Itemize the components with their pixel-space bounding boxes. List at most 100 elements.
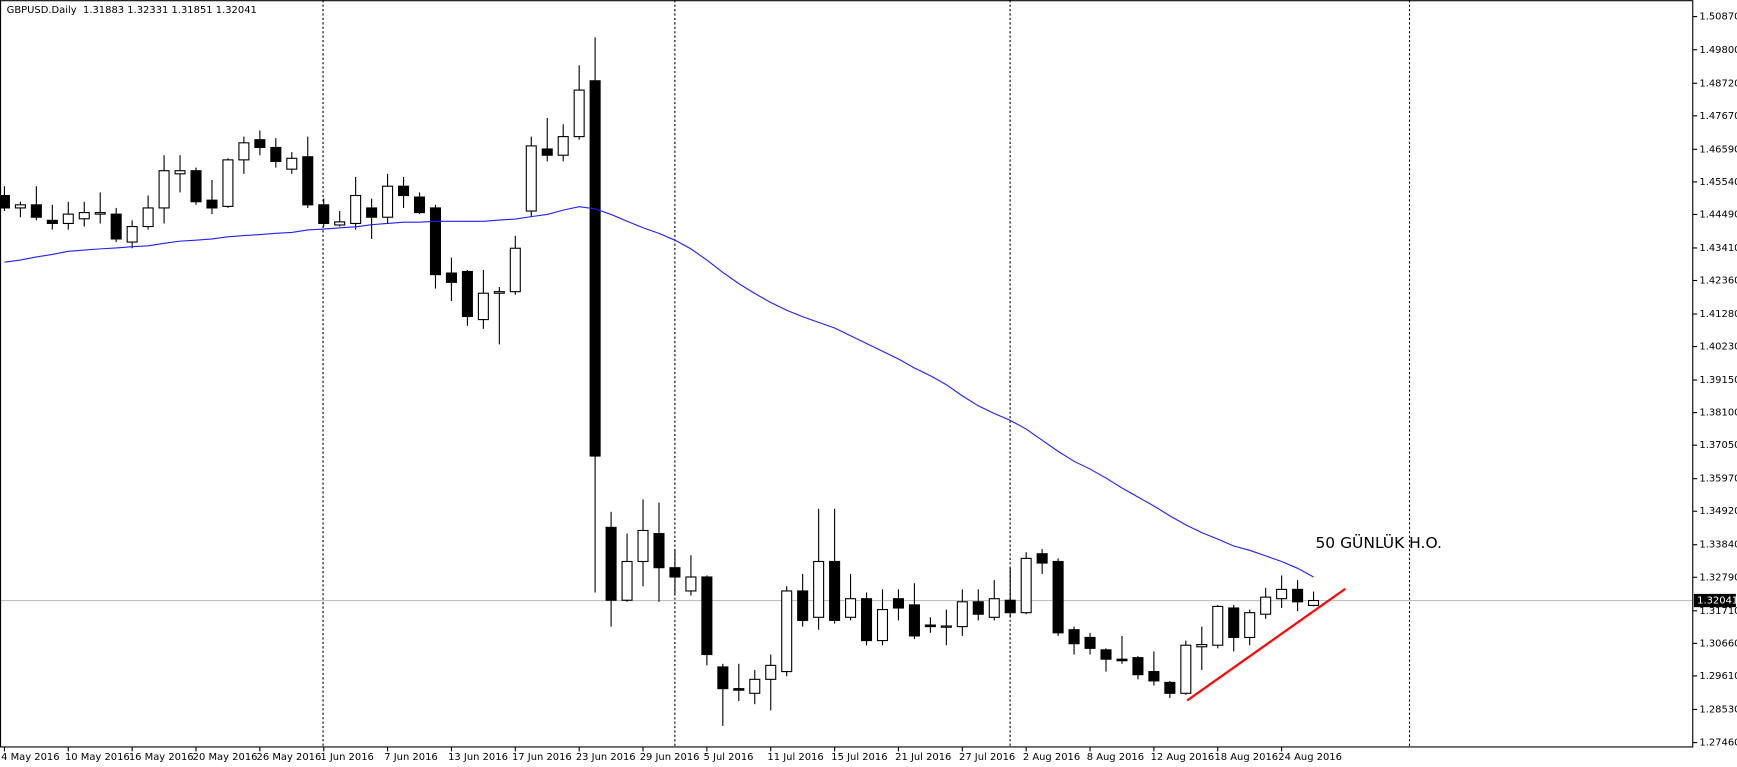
y-tick-label: 1.40230	[1699, 342, 1737, 353]
candle-body	[860, 598, 873, 642]
candle-body	[573, 89, 585, 138]
x-tick-label: 15 Jul 2016	[831, 752, 887, 763]
y-tick-label: 1.35970	[1699, 474, 1737, 485]
candle-body	[14, 204, 26, 209]
y-tick-label: 1.34920	[1699, 506, 1737, 517]
candle-body	[1164, 681, 1176, 694]
candle-body	[813, 560, 825, 618]
y-tick-label: 1.50870	[1699, 12, 1737, 23]
candle-body	[685, 576, 697, 592]
candle-body	[493, 291, 505, 294]
trend-line	[1186, 587, 1346, 702]
candle-body	[30, 204, 42, 218]
y-tick-label: 1.46590	[1699, 144, 1737, 155]
x-tick-label: 16 May 2016	[129, 752, 194, 763]
x-tick-label: 10 May 2016	[65, 752, 130, 763]
candle-body	[988, 598, 1000, 618]
candle-body	[190, 170, 202, 203]
x-tick-label: 29 Jun 2016	[640, 752, 700, 763]
x-tick-label: 13 Jun 2016	[448, 752, 508, 763]
candle-body	[350, 194, 362, 224]
y-tick-label: 1.39150	[1699, 375, 1737, 386]
candle-body	[78, 212, 90, 220]
y-tick-label: 1.47670	[1699, 111, 1737, 122]
y-tick-label: 1.43410	[1699, 243, 1737, 254]
candle-body	[1276, 588, 1288, 600]
x-tick-label: 24 Aug 2016	[1278, 752, 1342, 763]
candle-body	[1100, 649, 1112, 660]
y-tick-label: 1.29610	[1699, 671, 1737, 682]
y-tick-label: 1.48720	[1699, 78, 1737, 89]
candle-body	[1308, 599, 1320, 606]
candle-body	[956, 601, 968, 628]
candle-body	[541, 148, 553, 156]
candle-body	[892, 598, 904, 609]
candle-body	[1084, 636, 1096, 649]
candle-body	[366, 207, 378, 218]
moving-average	[4, 206, 1314, 578]
candle-body	[0, 194, 10, 209]
candle-body	[477, 292, 489, 321]
candle-body	[1116, 658, 1128, 662]
candle-body	[845, 598, 857, 618]
candle-body	[318, 204, 330, 224]
candle-body	[829, 560, 841, 621]
candle-body	[461, 270, 473, 318]
y-tick-label: 1.41280	[1699, 309, 1737, 320]
x-tick-label: 18 Aug 2016	[1214, 752, 1278, 763]
candle-body	[62, 213, 74, 224]
candle-body	[110, 213, 122, 240]
candle-body	[158, 170, 170, 209]
candle-body	[1292, 588, 1304, 603]
x-tick-label: 12 Aug 2016	[1151, 752, 1215, 763]
candle-body	[669, 567, 681, 578]
candle-body	[206, 199, 218, 209]
x-tick-label: 5 Jul 2016	[704, 752, 754, 763]
last-price-label: 1.32041	[1697, 596, 1737, 607]
candle-body	[701, 576, 713, 656]
candle-body	[589, 80, 601, 457]
candle-body	[1244, 612, 1256, 639]
candle-body	[749, 678, 761, 694]
candle-body	[142, 207, 154, 228]
plot-border	[0, 0, 1694, 748]
candle-body	[924, 624, 936, 628]
candle-body	[972, 601, 984, 615]
y-tick-label: 1.32790	[1699, 572, 1737, 583]
candle-body	[270, 146, 282, 162]
candle-body	[765, 664, 777, 680]
candle-body	[222, 159, 234, 207]
candle-body	[382, 185, 394, 218]
candle-body	[238, 142, 250, 161]
candle-body	[1004, 599, 1016, 614]
chart-header: GBPUSD.Daily 1.31883 1.32331 1.31851 1.3…	[7, 5, 257, 16]
candle-body	[174, 170, 186, 175]
candle-body	[940, 625, 952, 628]
candle-body	[1196, 644, 1208, 648]
x-tick-label: 1 Jun 2016	[320, 752, 373, 763]
x-tick-label: 11 Jul 2016	[767, 752, 823, 763]
plot-area	[0, 37, 1693, 726]
y-tick-label: 1.45540	[1699, 177, 1737, 188]
candle-body	[302, 156, 314, 206]
x-tick-label: 7 Jun 2016	[384, 752, 437, 763]
x-tick-label: 8 Aug 2016	[1087, 752, 1144, 763]
candle-body	[621, 560, 633, 601]
candle-body	[908, 604, 920, 637]
candle-body	[1260, 596, 1272, 615]
candle-body	[413, 196, 426, 214]
candle-body	[429, 207, 442, 276]
candle-body	[334, 221, 346, 226]
candle-body	[733, 688, 745, 691]
candle-body	[1020, 557, 1032, 614]
candle-body	[286, 157, 298, 170]
y-tick-label: 1.30660	[1699, 638, 1737, 649]
x-tick-label: 26 May 2016	[257, 752, 322, 763]
x-tick-label: 17 Jun 2016	[512, 752, 572, 763]
y-tick-label: 1.33840	[1699, 540, 1737, 551]
candle-body	[126, 225, 138, 243]
candle-body	[46, 219, 58, 224]
